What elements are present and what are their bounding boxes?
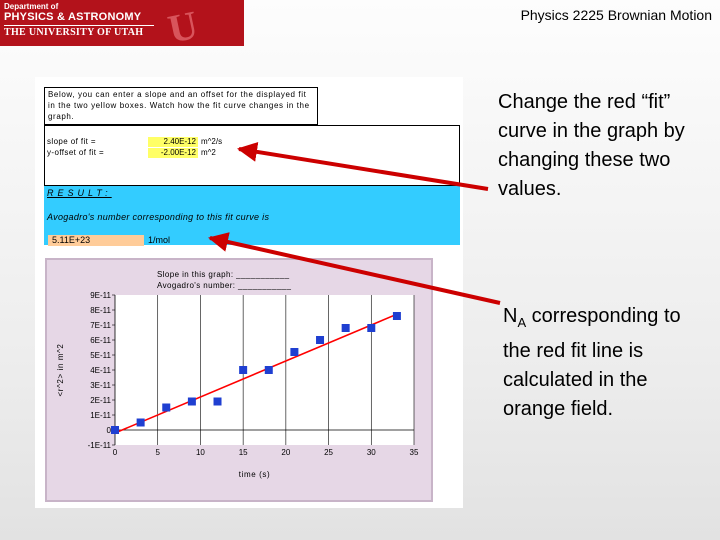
data-point xyxy=(136,418,145,427)
x-tick-label: 5 xyxy=(155,448,160,457)
data-point xyxy=(316,336,325,344)
slope-label: slope of fit = xyxy=(47,137,96,146)
y-tick-label: 4E-11 xyxy=(90,366,111,375)
data-point xyxy=(367,324,376,332)
data-point xyxy=(264,366,273,374)
spreadsheet-panel: Below, you can enter a slope and an offs… xyxy=(35,77,463,508)
x-tick-label: 0 xyxy=(113,448,118,457)
callout-change-fit: Change the red “fit” curve in the graph … xyxy=(498,91,685,200)
y-axis-title: <r^2> in m^2 xyxy=(56,344,65,397)
result-title: RESULT: xyxy=(47,188,112,198)
x-tick-label: 10 xyxy=(196,448,205,457)
data-point xyxy=(111,426,119,434)
avogadro-label: Avogadro's number corresponding to this … xyxy=(47,212,270,222)
offset-input[interactable]: -2.00E-12 xyxy=(148,148,198,158)
instructions-box: Below, you can enter a slope and an offs… xyxy=(44,87,318,125)
y-tick-label: 9E-11 xyxy=(90,291,111,300)
avogadro-value: 5.11E+23 xyxy=(48,235,144,246)
x-tick-label: 25 xyxy=(324,448,333,457)
brownian-chart: 0 5 10 15 20 25 30 35-1E-1101E-112E-113E-114E-1… xyxy=(56,270,419,479)
data-point xyxy=(162,403,171,412)
offset-label: y-offset of fit = xyxy=(47,148,105,157)
y-tick-label: 0 xyxy=(107,426,112,435)
slope-input[interactable]: 2.40E-12 xyxy=(148,137,198,147)
y-tick-label: 7E-11 xyxy=(90,321,111,330)
y-tick-label: 8E-11 xyxy=(90,306,111,315)
callout-n: N xyxy=(503,305,518,327)
university-emblem-icon: U xyxy=(164,1,202,46)
data-point xyxy=(187,397,196,406)
callout-avogadro-text: corresponding to the red fit line is cal… xyxy=(503,305,681,420)
y-tick-label: 1E-11 xyxy=(90,411,111,420)
offset-unit: m^2 xyxy=(201,148,216,157)
x-tick-label: 20 xyxy=(281,448,290,457)
chart-annotation: Slope in this graph: ___________ xyxy=(157,270,290,279)
callout-subscript-a: A xyxy=(517,315,527,330)
data-point xyxy=(239,366,248,374)
x-tick-label: 15 xyxy=(239,448,248,457)
y-tick-label: 3E-11 xyxy=(90,381,111,390)
y-tick-label: 5E-11 xyxy=(90,351,111,360)
chart-area: 0 5 10 15 20 25 30 35 -1E-11 0 1E-11 2E-11 3E-11 4E-1… xyxy=(45,258,433,502)
fit-parameters-box: slope of fit = 2.40E-12 m^2/s y-offset o… xyxy=(44,125,460,186)
slide-title: Physics 2225 Brownian Motion xyxy=(520,7,712,23)
slope-unit: m^2/s xyxy=(201,137,223,146)
x-tick-label: 35 xyxy=(410,448,419,457)
logo-rule xyxy=(4,25,154,26)
y-tick-label: -1E-11 xyxy=(88,441,112,450)
x-axis-title: time (s) xyxy=(239,470,270,479)
data-point xyxy=(341,324,350,332)
department-logo: Department of PHYSICS & ASTRONOMY THE UN… xyxy=(0,0,244,46)
callout-avogadro: NA corresponding to the red fit line is … xyxy=(503,302,713,424)
y-tick-label: 2E-11 xyxy=(90,396,111,405)
x-tick-label: 30 xyxy=(367,448,376,457)
chart-annotation: Avogadro's number: ___________ xyxy=(157,281,292,290)
avogadro-unit: 1/mol xyxy=(148,235,171,245)
logo-line-physics-astronomy: PHYSICS & ASTRONOMY xyxy=(4,11,142,23)
fit-line xyxy=(114,313,398,434)
data-point xyxy=(392,312,401,320)
logo-line-university: THE UNIVERSITY OF UTAH xyxy=(4,27,144,38)
logo-line-department: Department of xyxy=(4,2,59,11)
y-tick-label: 6E-11 xyxy=(90,336,111,345)
data-point xyxy=(290,348,299,356)
data-point xyxy=(213,397,222,406)
